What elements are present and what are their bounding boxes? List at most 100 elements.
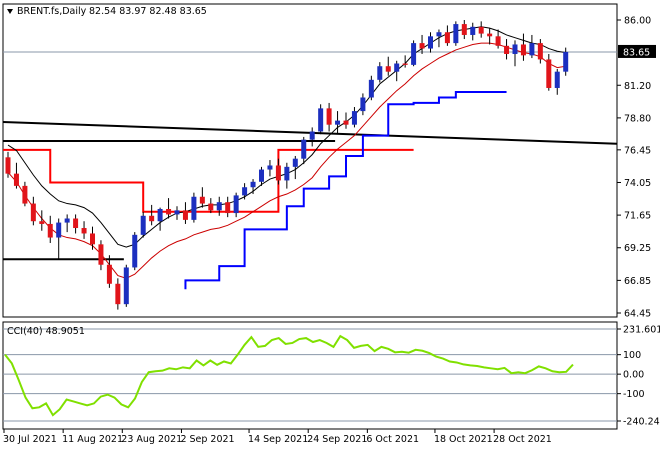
ohlc-values: 82.54 83.97 82.48 83.65	[89, 6, 207, 17]
cci-panel-frame	[2, 321, 618, 430]
candle-body	[470, 26, 476, 35]
candle-body	[166, 208, 172, 215]
candle-body	[199, 196, 205, 204]
candle-body	[385, 66, 391, 72]
candle-body	[208, 203, 214, 211]
candle-body	[106, 264, 112, 284]
date-tick-label: 23 Aug 2021	[121, 434, 182, 445]
candle-body	[149, 215, 155, 222]
price-tick-label: 66.85	[624, 276, 651, 287]
price-tick-label: 86.00	[624, 16, 651, 27]
collapse-triangle-icon[interactable]	[7, 9, 13, 14]
candle-body	[478, 26, 484, 34]
stop-line-blue	[184, 91, 507, 290]
date-tick-label: 24 Sep 2021	[307, 434, 367, 445]
candle-body	[81, 228, 87, 234]
candle-body	[453, 24, 459, 44]
price-tick-label: 78.80	[624, 113, 651, 124]
cci-tick-label: 231.601	[623, 325, 660, 336]
date-tick-label: 11 Aug 2021	[62, 434, 123, 445]
price-tick-label: 64.45	[624, 309, 651, 320]
candle-body	[368, 79, 374, 98]
axis-labels: 86.00 81.20 78.80 76.45 74.05 71.65 69.25 66.85…	[3, 16, 660, 446]
candle-body	[140, 215, 146, 235]
cci-tick-label: -240.240	[623, 417, 660, 428]
symbol-label: BRENT.fs,Daily	[17, 6, 87, 17]
price-tick-label: 81.20	[624, 81, 651, 92]
candle-body	[30, 203, 36, 222]
candle-body	[5, 157, 11, 174]
candle-body	[436, 32, 442, 37]
candle-body	[461, 24, 467, 35]
candle-body	[504, 45, 510, 54]
cci-indicator	[3, 328, 617, 422]
candle-body	[529, 43, 535, 56]
candle-body	[292, 158, 298, 167]
current-price-label: 83.65	[623, 47, 650, 58]
candle-body	[132, 234, 138, 268]
date-tick-label: 14 Sep 2021	[248, 434, 308, 445]
candle-body	[191, 196, 197, 220]
candle-body	[318, 108, 324, 132]
candle-body	[402, 63, 408, 65]
candle-body	[216, 202, 222, 211]
candle-body	[267, 165, 273, 170]
date-tick-label: 30 Jul 2021	[3, 434, 57, 445]
candle-body	[22, 185, 28, 204]
candle-body	[90, 233, 95, 245]
candle-body	[56, 222, 62, 238]
candle-body	[335, 120, 341, 125]
candle-body	[326, 108, 332, 125]
candle-body	[487, 33, 493, 37]
candle-body	[73, 218, 79, 229]
candle-body	[360, 97, 366, 112]
cci-tick-label: 0.00	[623, 370, 644, 381]
candle-body	[123, 267, 129, 305]
candle-body	[242, 187, 248, 196]
candle-body	[394, 63, 400, 72]
candle-body	[563, 51, 569, 72]
candle-body	[225, 202, 231, 214]
price-tick-label: 76.45	[624, 145, 651, 156]
candlesticks	[5, 20, 569, 310]
candle-body	[546, 59, 552, 88]
candle-body	[428, 36, 433, 49]
date-tick-label: 2 Sep 2021	[180, 434, 234, 445]
price-tick-label: 71.65	[624, 211, 651, 222]
cci-tick-label: 100	[623, 350, 641, 361]
candle-body	[13, 173, 19, 186]
candle-body	[250, 181, 256, 188]
candle-body	[233, 195, 239, 214]
cci-line	[4, 334, 574, 417]
candle-body	[512, 44, 518, 54]
candle-body	[377, 66, 383, 80]
date-tick-label: 6 Oct 2021	[366, 434, 419, 445]
date-tick-label: 28 Oct 2021	[493, 434, 552, 445]
candle-body	[520, 44, 526, 56]
candle-body	[174, 210, 180, 215]
candle-body	[275, 165, 281, 181]
candle-body	[444, 32, 450, 44]
date-tick-label: 18 Oct 2021	[434, 434, 493, 445]
cci-tick-label: -100	[623, 389, 645, 400]
candle-body	[259, 169, 264, 182]
candle-body	[554, 71, 560, 88]
price-tick-label: 69.25	[624, 243, 651, 254]
cci-label: CCI(40) 48.9051	[7, 326, 85, 337]
candle-body	[411, 43, 417, 65]
candle-body	[284, 166, 290, 181]
current-price-box	[618, 44, 656, 58]
candle-body	[64, 218, 70, 223]
candle-body	[115, 283, 121, 305]
symbol-header: BRENT.fs,Daily 82.54 83.97 82.48 83.65	[7, 6, 207, 17]
candle-body	[39, 221, 45, 224]
candle-body	[98, 244, 104, 265]
candle-body	[47, 223, 53, 238]
price-tick-label: 74.05	[624, 178, 651, 189]
candle-body	[182, 210, 188, 220]
candle-body	[351, 111, 357, 125]
candle-body	[309, 131, 315, 140]
candle-body	[419, 43, 425, 49]
candle-body	[301, 139, 307, 159]
